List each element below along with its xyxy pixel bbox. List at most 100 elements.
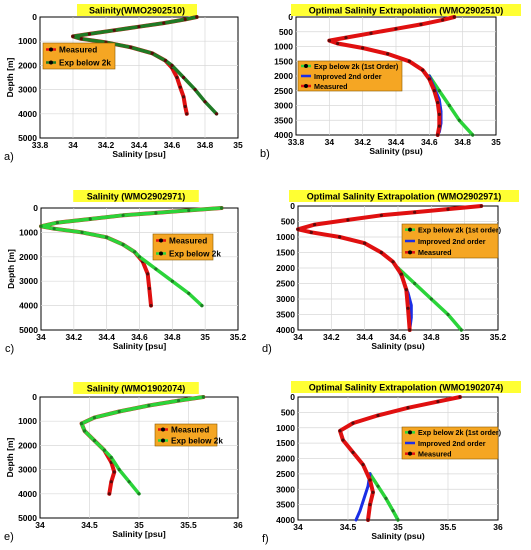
y-tick-label: 3500 — [276, 500, 295, 510]
y-tick-label: 3000 — [276, 294, 295, 304]
title-background — [73, 190, 199, 202]
data-point — [346, 218, 350, 222]
x-tick-label: 36 — [233, 520, 243, 530]
data-point — [386, 52, 390, 56]
y-tick-label: 3500 — [276, 310, 295, 320]
x-tick-label: 34.2 — [354, 137, 371, 147]
data-point — [351, 421, 355, 425]
legend-label: Exp below 2k (1st order) — [418, 428, 502, 437]
data-point — [361, 463, 365, 467]
x-tick-label: 33.8 — [288, 137, 305, 147]
x-tick-label: 34.5 — [340, 522, 357, 532]
x-tick-label: 35.5 — [180, 520, 197, 530]
data-point — [313, 223, 317, 227]
data-point — [384, 496, 388, 501]
legend-label: Exp below 2k (1st order) — [418, 225, 502, 234]
x-tick-label: 34 — [293, 522, 303, 532]
data-point — [413, 281, 417, 286]
legend-label: Measured — [314, 82, 348, 91]
legend-marker — [161, 438, 165, 443]
x-axis-label: Salinity (psu) — [369, 146, 423, 156]
y-tick-label: 4000 — [276, 325, 295, 335]
data-point — [105, 235, 109, 239]
data-point — [147, 286, 151, 291]
y-tick-label: 0 — [290, 392, 295, 402]
y-tick-label: 3000 — [276, 484, 295, 494]
legend-marker — [161, 427, 165, 432]
y-tick-label: 0 — [288, 12, 293, 22]
y-tick-label: 1500 — [276, 248, 295, 258]
data-point — [146, 272, 150, 276]
legend-marker — [159, 251, 163, 256]
data-point — [147, 403, 151, 408]
data-point — [129, 45, 133, 49]
y-tick-label: 0 — [33, 203, 38, 213]
x-tick-label: 35.5 — [440, 522, 457, 532]
data-point — [149, 304, 153, 308]
y-tick-label: 5000 — [18, 133, 37, 143]
x-tick-label: 34.6 — [131, 332, 148, 342]
chart-panel-4: 34 34.2 34.4 34.6 34.8 35 35.2 0 500 1000 1500 2000… — [262, 190, 519, 355]
data-point — [336, 41, 340, 46]
x-tick-label: 34.2 — [66, 332, 83, 342]
x-tick-label: 34.2 — [323, 332, 340, 342]
x-tick-label: 34.4 — [356, 332, 373, 342]
x-tick-label: 34.8 — [164, 332, 181, 342]
chart-title: Salinity (WMO1902074) — [87, 384, 186, 394]
data-point — [183, 17, 187, 22]
data-point — [458, 395, 462, 399]
y-tick-label: 2000 — [276, 263, 295, 273]
data-point — [457, 118, 461, 122]
chart-panel-5: 34 34.5 35 35.5 36 0 1000 2000 3000 4000 5000 Salin… — [4, 382, 243, 543]
chart-panel-2: 33.8 34 34.2 34.4 34.6 34.8 35 0 500 1000 1500 2000… — [260, 4, 521, 160]
x-tick-label: 35 — [491, 137, 501, 147]
legend-marker — [408, 227, 412, 232]
y-tick-label: 3000 — [18, 465, 37, 475]
y-tick-label: 3000 — [274, 101, 293, 111]
data-point — [296, 227, 300, 231]
legend-label: Exp below 2k — [59, 58, 111, 67]
data-point — [459, 328, 463, 332]
x-tick-label: 35 — [233, 140, 243, 150]
y-tick-label: 4000 — [18, 109, 37, 119]
y-tick-label: 4000 — [276, 515, 295, 525]
x-axis-label: Salinity [psu] — [113, 341, 167, 351]
x-tick-label: 35.2 — [230, 332, 247, 342]
title-background — [291, 381, 521, 393]
y-tick-label: 1000 — [19, 227, 38, 237]
y-tick-label: 4000 — [18, 489, 37, 499]
series-line-3 — [296, 204, 484, 332]
data-point — [121, 213, 125, 217]
data-point — [181, 95, 186, 99]
series-line-3 — [327, 15, 457, 137]
x-tick-label: 34.8 — [454, 137, 471, 147]
legend-label: Improved 2nd order — [314, 72, 382, 81]
data-point — [112, 470, 116, 474]
y-tick-label: 0 — [32, 392, 37, 402]
data-point — [376, 413, 380, 418]
data-point — [154, 211, 158, 215]
data-point — [150, 51, 154, 55]
x-tick-label: 35.2 — [490, 332, 507, 342]
data-point — [344, 36, 348, 40]
x-tick-label: 34.6 — [164, 140, 181, 150]
data-point — [195, 15, 199, 19]
y-tick-label: 2000 — [19, 252, 38, 262]
panel-letter: c) — [5, 343, 14, 355]
data-point — [175, 75, 179, 80]
x-tick-label: 33.8 — [32, 140, 49, 150]
data-point — [407, 59, 411, 63]
data-point — [203, 100, 207, 104]
data-point — [87, 32, 92, 36]
data-point — [154, 267, 158, 271]
x-tick-label: 35 — [200, 332, 210, 342]
data-point — [132, 250, 137, 254]
chart-title: Salinity (WMO2902971) — [87, 192, 186, 202]
legend-box — [401, 223, 499, 259]
y-tick-label: 0 — [290, 201, 295, 211]
data-point — [413, 210, 417, 214]
data-point — [351, 450, 355, 454]
data-point — [178, 85, 182, 89]
title-background — [73, 382, 199, 394]
